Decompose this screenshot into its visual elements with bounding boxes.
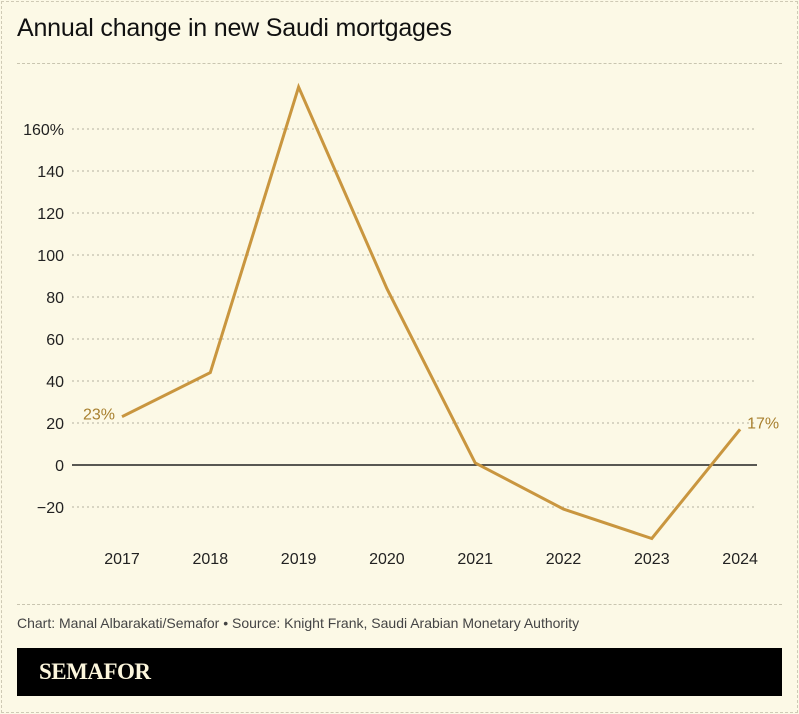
divider [17, 604, 782, 605]
y-tick-label: 0 [55, 458, 64, 475]
divider [17, 63, 782, 64]
x-tick-label: 2023 [634, 551, 670, 568]
line-chart: −20 0 20 40 60 80 100 120 140 160% 2017 2018 2019 202… [23, 82, 779, 568]
y-tick-label: 140 [37, 164, 64, 181]
y-tick-label: 160% [23, 122, 64, 139]
x-tick-label: 2024 [722, 551, 758, 568]
data-label: 23% [83, 407, 115, 424]
series-line [121, 82, 742, 541]
y-tick-label: 80 [46, 290, 64, 307]
chart-title: Annual change in new Saudi mortgages [17, 14, 452, 42]
x-tick-label: 2018 [193, 551, 229, 568]
y-tick-label: 120 [37, 206, 64, 223]
y-tick-label: 40 [46, 374, 64, 391]
brand-bar: SEMAFOR [17, 648, 782, 696]
x-tick-label: 2021 [457, 551, 493, 568]
y-tick-label: 60 [46, 332, 64, 349]
x-tick-label: 2022 [546, 551, 582, 568]
source-note: Chart: Manal Albarakati/Semafor • Source… [17, 615, 580, 631]
y-tick-label: 100 [37, 248, 64, 265]
x-tick-label: 2020 [369, 551, 405, 568]
y-tick-label: −20 [37, 500, 64, 517]
semafor-logo: SEMAFOR [39, 659, 151, 684]
x-tick-label: 2019 [281, 551, 317, 568]
x-tick-label: 2017 [104, 551, 140, 568]
data-label: 17% [747, 415, 779, 432]
y-tick-label: 20 [46, 416, 64, 433]
